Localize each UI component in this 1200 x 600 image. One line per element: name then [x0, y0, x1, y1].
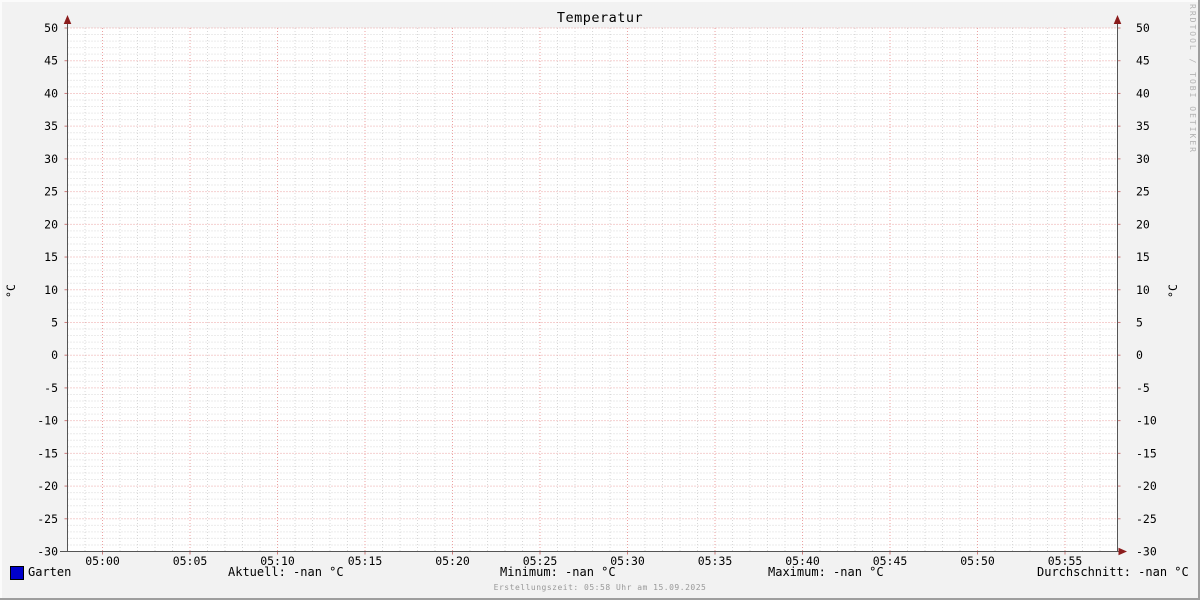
x-axis-tick-label: 05:25 [523, 554, 558, 568]
y-axis-arrow-right [1113, 15, 1122, 24]
y-axis-tick-label: 50 [44, 21, 58, 35]
y-axis-tick-label: 10 [44, 283, 58, 297]
y-axis-tick-label: 30 [44, 152, 58, 166]
x-axis-tick-label: 05:35 [698, 554, 733, 568]
y-axis-tick-label: -30 [37, 545, 58, 559]
x-axis-tick-label: 05:05 [173, 554, 208, 568]
y-axis-tick-label-right: 45 [1136, 54, 1150, 68]
y-axis-tick-label: 15 [44, 250, 58, 264]
x-axis-arrow [1118, 547, 1127, 556]
y-axis-tick-label: 40 [44, 86, 58, 100]
creation-timestamp: Erstellungszeit: 05:58 Uhr am 15.09.2025 [493, 583, 707, 592]
x-axis-tick-label: 05:10 [260, 554, 295, 568]
y-axis-tick-label: -20 [37, 479, 58, 493]
y-axis-unit-left: °C [4, 284, 18, 298]
y-axis-tick-label: 5 [51, 315, 58, 329]
y-axis-tick-label-right: 35 [1136, 119, 1150, 133]
rrdtool-watermark: RRDTOOL / TOBI OETIKER [1188, 4, 1197, 154]
y-axis-tick-label-right: -30 [1136, 545, 1157, 559]
y-axis-tick-label-right: -20 [1136, 479, 1157, 493]
y-axis-tick-label-right: 50 [1136, 21, 1150, 35]
x-axis-tick-label: 05:40 [785, 554, 820, 568]
y-axis-tick-label-right: 0 [1136, 348, 1143, 362]
x-axis-tick-label: 05:20 [435, 554, 470, 568]
y-axis-tick-label-right: 20 [1136, 217, 1150, 231]
x-axis-tick-label: 05:55 [1048, 554, 1083, 568]
y-axis-tick-label-right: 10 [1136, 283, 1150, 297]
y-axis-tick-label-right: 40 [1136, 86, 1150, 100]
y-axis-tick-label-right: 15 [1136, 250, 1150, 264]
x-axis-tick-label: 05:30 [610, 554, 645, 568]
y-axis-tick-label: 0 [51, 348, 58, 362]
y-axis-tick-label: 45 [44, 54, 58, 68]
y-axis-tick-label-right: 30 [1136, 152, 1150, 166]
y-axis-tick-label: 25 [44, 185, 58, 199]
x-axis-tick-label: 05:15 [348, 554, 383, 568]
y-axis-tick-label-right: 25 [1136, 185, 1150, 199]
y-axis-tick-label: -10 [37, 414, 58, 428]
y-axis-tick-label-right: -10 [1136, 414, 1157, 428]
y-axis-tick-label: -15 [37, 446, 58, 460]
y-axis-tick-label-right: -15 [1136, 446, 1157, 460]
x-axis-tick-label: 05:50 [960, 554, 995, 568]
chart-title: Temperatur [556, 10, 644, 26]
y-axis-tick-label-right: -5 [1136, 381, 1150, 395]
y-axis-tick-label-right: -25 [1136, 512, 1157, 526]
x-axis-tick-label: 05:00 [85, 554, 120, 568]
y-axis-tick-label: -25 [37, 512, 58, 526]
y-axis-tick-label: 20 [44, 217, 58, 231]
x-axis-tick-label: 05:45 [873, 554, 908, 568]
y-axis-arrow-left [63, 15, 72, 24]
y-axis-tick-label-right: 5 [1136, 315, 1143, 329]
y-axis-unit-right: °C [1166, 284, 1180, 298]
y-axis-tick-label: 35 [44, 119, 58, 133]
y-axis-tick-label: -5 [44, 381, 58, 395]
